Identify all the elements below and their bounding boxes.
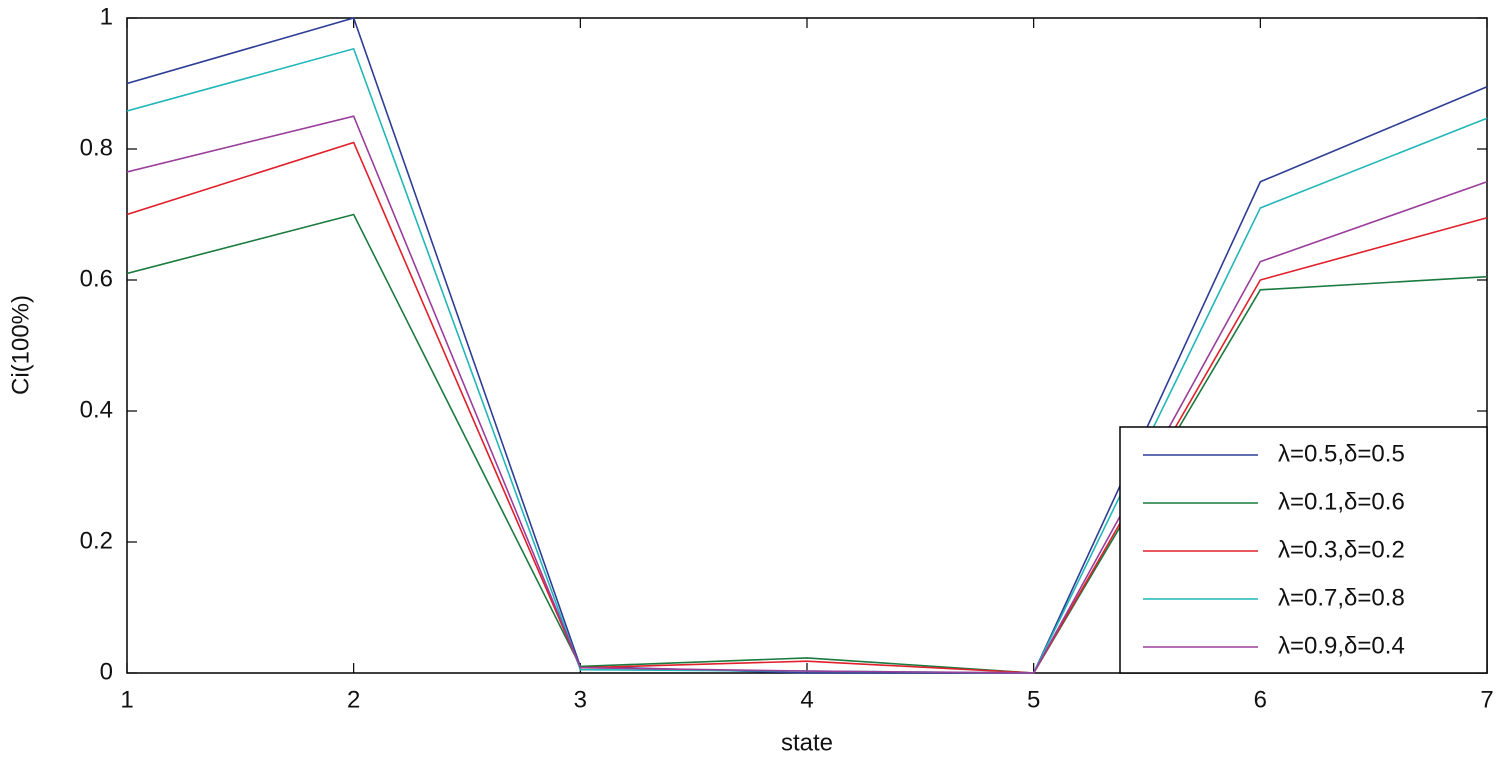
y-tick-label: 0 [100, 658, 113, 685]
series-line [126, 141, 1488, 674]
legend-label: λ=0.3,δ=0.2 [1278, 536, 1405, 563]
y-tick-label: 0.8 [80, 134, 113, 161]
x-tick-label: 3 [574, 686, 587, 713]
x-tick-label: 7 [1480, 686, 1493, 713]
x-axis-label: state [781, 729, 833, 756]
y-tick-label: 0.6 [80, 265, 113, 292]
x-tick-label: 6 [1254, 686, 1267, 713]
legend-label: λ=0.1,δ=0.6 [1278, 488, 1405, 515]
legend-label: λ=0.5,δ=0.5 [1278, 440, 1405, 467]
x-tick-label: 2 [347, 686, 360, 713]
y-tick-label: 0.2 [80, 527, 113, 554]
x-tick-label: 4 [800, 686, 813, 713]
y-tick-label: 1 [100, 3, 113, 30]
legend-label: λ=0.9,δ=0.4 [1278, 632, 1405, 659]
series-line [126, 213, 1488, 674]
x-tick-label: 5 [1027, 686, 1040, 713]
y-tick-label: 0.4 [80, 396, 113, 423]
legend-label: λ=0.7,δ=0.8 [1278, 584, 1405, 611]
y-axis-label: Ci(100%) [7, 295, 34, 395]
series-line [126, 17, 1488, 674]
legend-box [1119, 426, 1488, 674]
x-tick-label: 1 [120, 686, 133, 713]
series-line [126, 115, 1488, 674]
